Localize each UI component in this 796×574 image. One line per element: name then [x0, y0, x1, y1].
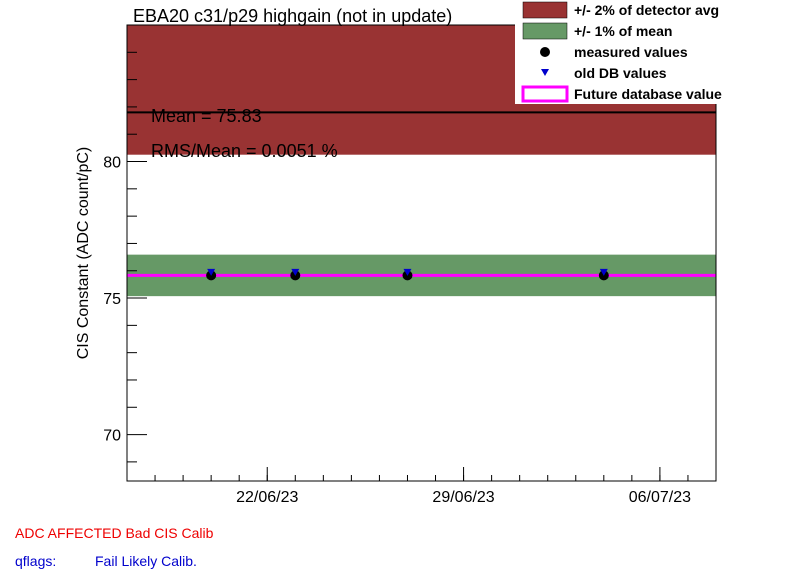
y-tick-label: 80	[103, 155, 121, 172]
old-db-point	[207, 268, 216, 276]
legend-swatch	[522, 22, 568, 40]
legend-swatch	[541, 69, 549, 76]
rms-text: RMS/Mean = 0.0051 %	[151, 141, 338, 161]
legend-swatch	[521, 85, 569, 103]
y-tick-label: 75	[103, 291, 121, 308]
legend: +/- 2% of detector avg +/- 1% of mean meas…	[515, 0, 750, 104]
legend-swatch	[522, 1, 568, 19]
legend-label: Future database value	[574, 86, 722, 102]
mean-text: Mean = 75.83	[151, 106, 262, 126]
chart-title: EBA20 c31/p29 highgain (not in update)	[133, 6, 453, 26]
x-tick-label: 22/06/23	[236, 489, 298, 506]
status-text: ADC AFFECTED Bad CIS Calib	[15, 525, 214, 541]
plot-frame	[126, 24, 717, 482]
legend-label: +/- 1% of mean	[574, 23, 672, 39]
legend-swatch	[540, 47, 550, 57]
qflags-label: qflags:	[15, 553, 57, 569]
y-tick-label: 70	[103, 428, 121, 445]
old-db-point	[599, 268, 608, 276]
old-db-point	[403, 268, 412, 276]
legend-label: old DB values	[574, 65, 667, 81]
old-db-point	[291, 268, 300, 276]
legend-label: +/- 2% of detector avg	[574, 2, 719, 18]
y-axis-label: CIS Constant (ADC count/pC)	[75, 147, 92, 360]
legend-label: measured values	[574, 44, 688, 60]
x-tick-label: 29/06/23	[432, 489, 494, 506]
x-tick-label: 06/07/23	[629, 489, 691, 506]
qflags-value: Fail Likely Calib.	[95, 553, 197, 569]
